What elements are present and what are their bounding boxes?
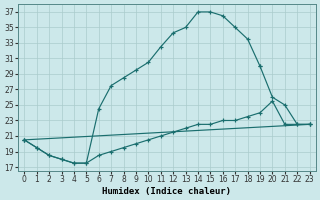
X-axis label: Humidex (Indice chaleur): Humidex (Indice chaleur) (102, 187, 231, 196)
